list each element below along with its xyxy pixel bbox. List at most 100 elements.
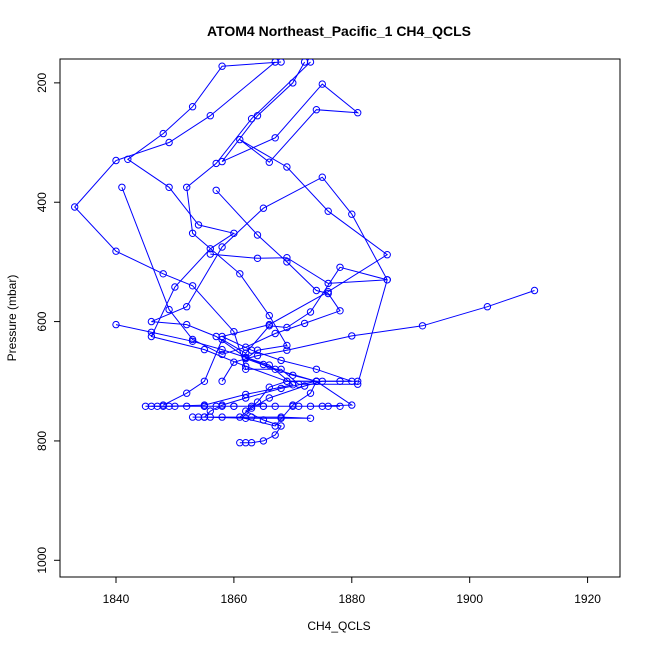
series-line <box>121 187 341 355</box>
data-point <box>147 328 156 336</box>
data-point <box>188 282 197 290</box>
data-point <box>218 413 226 421</box>
series-8 <box>112 320 362 385</box>
data-point <box>118 183 126 192</box>
data-point <box>218 243 226 251</box>
x-tick-label: 1880 <box>338 592 365 606</box>
y-axis: 200 400 600 800 1000 <box>35 73 60 574</box>
data-point <box>306 308 315 316</box>
data-point <box>354 377 362 385</box>
data-point <box>159 129 167 138</box>
data-point <box>277 422 285 430</box>
data-point <box>230 358 238 366</box>
data-point <box>324 207 332 215</box>
data-point <box>242 365 250 373</box>
series-7 <box>218 286 539 385</box>
data-point <box>165 138 173 147</box>
series-5 <box>118 183 344 359</box>
data-point <box>236 135 244 144</box>
data-point <box>188 337 197 345</box>
data-point <box>212 332 220 341</box>
series-layer <box>71 59 539 447</box>
data-point <box>336 307 344 315</box>
data-point <box>253 351 262 360</box>
data-point <box>289 381 297 389</box>
data-point <box>265 158 273 166</box>
data-point <box>188 103 197 111</box>
data-point <box>306 414 315 422</box>
data-point <box>265 394 273 402</box>
data-point <box>200 413 209 421</box>
data-point <box>265 322 273 330</box>
data-point <box>242 407 250 415</box>
data-point <box>253 254 262 262</box>
series-line <box>221 290 535 382</box>
y-tick-label: 200 <box>35 73 49 93</box>
data-point <box>259 402 268 410</box>
y-tick-label: 1000 <box>35 547 49 574</box>
y-tick-label: 800 <box>35 431 49 451</box>
series-line <box>115 324 358 382</box>
data-point <box>383 276 391 284</box>
data-point <box>283 346 291 354</box>
data-point <box>194 413 203 421</box>
data-point <box>112 247 120 255</box>
data-point <box>218 335 226 344</box>
y-tick-label: 400 <box>35 192 49 212</box>
data-point <box>253 346 262 354</box>
series-6 <box>159 250 391 409</box>
data-point <box>283 341 291 350</box>
data-point <box>277 413 285 421</box>
data-point <box>348 210 356 218</box>
x-tick-label: 1900 <box>456 592 483 606</box>
series-2 <box>124 59 321 422</box>
data-point <box>271 431 279 439</box>
data-point <box>259 437 268 445</box>
y-tick-label: 600 <box>35 311 49 331</box>
data-point <box>483 303 492 311</box>
data-point <box>230 402 238 410</box>
data-point <box>283 377 291 385</box>
data-point <box>183 320 191 329</box>
data-point <box>188 229 197 238</box>
data-point <box>159 401 167 409</box>
data-point <box>271 402 279 410</box>
plot-frame <box>59 58 621 578</box>
data-point <box>253 231 262 239</box>
data-point <box>242 390 250 399</box>
data-point <box>212 159 220 168</box>
x-tick-label: 1840 <box>103 592 130 606</box>
data-point <box>312 286 321 295</box>
data-point <box>336 377 344 385</box>
data-point <box>312 106 321 114</box>
data-point <box>289 371 297 379</box>
y-axis-title: Pressure (mbar) <box>5 275 19 362</box>
data-point <box>354 109 362 117</box>
data-point <box>300 319 309 328</box>
data-point <box>147 317 156 326</box>
data-point <box>271 134 279 142</box>
data-point <box>194 221 203 229</box>
data-point <box>265 311 273 320</box>
data-point <box>212 186 220 195</box>
x-axis-title: CH4_QCLS <box>307 619 370 633</box>
data-point <box>277 356 285 365</box>
data-point <box>247 402 256 410</box>
data-point <box>530 286 539 295</box>
data-point <box>247 413 256 421</box>
data-point <box>236 439 244 447</box>
data-point <box>312 365 321 373</box>
data-point <box>159 270 167 278</box>
data-point <box>253 398 262 406</box>
data-point <box>218 402 226 410</box>
data-point <box>295 402 303 410</box>
data-point <box>259 204 268 212</box>
data-point <box>206 250 215 258</box>
data-point <box>242 353 250 362</box>
data-point <box>165 183 173 192</box>
data-point <box>183 183 191 192</box>
data-point <box>188 413 197 421</box>
data-point <box>306 402 315 410</box>
series-line <box>74 61 388 407</box>
